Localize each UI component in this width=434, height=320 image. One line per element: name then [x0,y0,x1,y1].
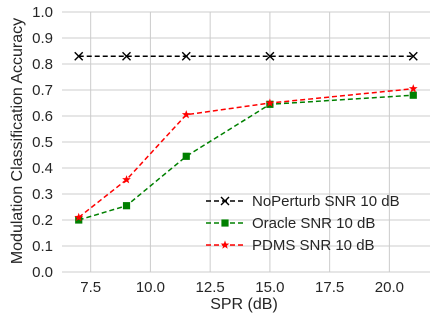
y-axis-label: Modulation Classification Accuracy [9,18,26,264]
data-point [408,51,418,61]
x-tick-label: 20.0 [375,279,404,296]
y-tick-label: 0.9 [32,30,53,47]
legend: NoPerturb SNR 10 dB Oracle SNR 10 dB PDMS … [206,193,400,254]
data-point [408,84,418,93]
legend-entry: NoPerturb SNR 10 dB [206,193,400,210]
data-point [74,51,84,61]
y-tick-label: 0.4 [32,160,53,177]
series-line [78,94,414,221]
legend-marker [220,196,230,206]
legend-marker [220,240,230,249]
data-point [122,51,132,61]
y-tick-label: 0.7 [32,82,53,99]
x-axis-label: SPR (dB) [210,296,278,313]
data-point [122,202,131,210]
x-tick-labels: 7.5 10.0 12.5 15.0 17.5 20.0 [80,279,404,296]
x-tick-label: 15.0 [255,279,284,296]
data-point [122,175,131,184]
y-tick-label: 0.1 [32,238,53,255]
series-2 [74,84,418,222]
y-tick-label: 0.2 [32,212,53,229]
x-tick-label: 17.5 [315,279,344,296]
data-point [265,98,275,107]
y-tick-label: 0.0 [32,264,53,281]
y-tick-label: 0.6 [32,108,53,125]
x-tick-label: 7.5 [80,279,101,296]
grid [62,11,430,273]
legend-label: NoPerturb SNR 10 dB [252,193,400,210]
x-tick-label: 12.5 [196,279,225,296]
y-tick-label: 0.3 [32,186,53,203]
data-point [265,51,275,61]
data-point [75,216,83,224]
legend-entry: Oracle SNR 10 dB [206,215,375,232]
legend-label: Oracle SNR 10 dB [252,215,375,232]
data-point [181,51,191,61]
data-point [182,152,190,160]
y-tick-label: 0.8 [32,56,53,73]
data-point [181,110,191,119]
y-tick-labels: 0.0 0.1 0.2 0.3 0.4 0.5 0.6 0.7 0.8 0.9 1.0 [32,4,53,281]
series-line [78,87,414,218]
series-lines [74,51,418,224]
legend-marker [221,219,229,227]
data-point [74,212,84,222]
data-point [409,91,417,99]
series-0 [74,51,418,61]
y-tick-label: 0.5 [32,134,53,151]
y-tick-label: 1.0 [32,4,53,21]
legend-entry: PDMS SNR 10 dB [206,237,375,254]
legend-label: PDMS SNR 10 dB [252,237,375,254]
x-tick-label: 10.0 [136,279,165,296]
